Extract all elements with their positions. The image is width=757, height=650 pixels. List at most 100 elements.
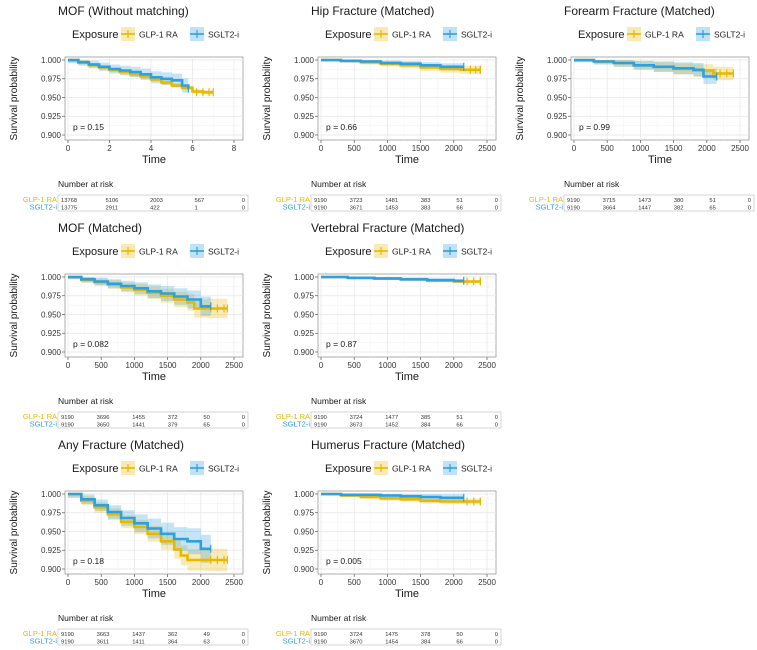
risk-row-label: GLP-1 RA <box>23 195 57 204</box>
legend-label: GLP-1 RA <box>139 247 178 257</box>
risk-row-label: GLP-1 RA <box>276 629 310 638</box>
y-tick-label: 0.925 <box>294 329 315 338</box>
km-panel-4: Vertebral Fracture (Matched) Exposure GLP-… <box>262 221 502 429</box>
y-tick-label: 0.900 <box>41 131 62 140</box>
risk-count: 1 <box>195 206 198 212</box>
legend: Exposure GLP-1 RA SGLT2-i <box>578 27 745 41</box>
y-tick-label: 0.900 <box>294 348 315 357</box>
y-tick-label: 0.925 <box>41 329 62 338</box>
risk-row-label: GLP-1 RA <box>23 629 57 638</box>
x-tick-label: 500 <box>348 144 362 153</box>
x-axis-label: Time <box>142 154 166 166</box>
risk-row-label: SGLT2-i <box>283 637 311 646</box>
risk-count: 1454 <box>385 640 399 646</box>
risk-count: 1411 <box>132 640 144 646</box>
y-tick-label: 0.950 <box>294 527 315 536</box>
y-tick-label: 0.900 <box>41 565 62 574</box>
legend: Exposure GLP-1 RA SGLT2-i <box>72 244 239 258</box>
risk-table-title: Number at risk <box>311 613 367 623</box>
y-tick-label: 0.925 <box>294 112 315 121</box>
risk-count: 9190 <box>61 632 74 638</box>
p-value: p = 0.082 <box>73 339 109 349</box>
risk-count: 3650 <box>97 423 110 429</box>
x-tick-label: 1500 <box>412 361 430 370</box>
risk-count: 3723 <box>350 198 363 204</box>
risk-table-frame <box>57 411 249 429</box>
risk-table-frame <box>57 194 249 212</box>
y-tick-label: 0.900 <box>294 131 315 140</box>
x-tick-label: 2000 <box>698 144 716 153</box>
survival-curve-sglt2 <box>321 275 464 283</box>
risk-count: 50 <box>203 415 209 421</box>
risk-count: 0 <box>242 415 245 421</box>
x-tick-label: 500 <box>601 144 615 153</box>
x-tick-label: 2500 <box>478 578 496 587</box>
y-tick-label: 1.000 <box>294 490 315 499</box>
risk-count: 9190 <box>314 423 327 429</box>
x-tick-label: 2500 <box>478 144 496 153</box>
risk-row-label: GLP-1 RA <box>23 412 57 421</box>
x-tick-label: 0 <box>66 578 71 587</box>
risk-count: 384 <box>421 640 431 646</box>
x-axis-label: Time <box>395 154 419 166</box>
risk-count: 1481 <box>385 198 398 204</box>
risk-count: 3724 <box>350 632 364 638</box>
risk-count: 383 <box>421 206 431 212</box>
y-tick-label: 1.000 <box>41 490 62 499</box>
legend-label: GLP-1 RA <box>139 464 178 474</box>
risk-count: 372 <box>168 415 178 421</box>
y-tick-label: 0.975 <box>294 509 315 518</box>
y-tick-label: 0.975 <box>41 75 62 84</box>
y-tick-label: 0.925 <box>41 112 62 121</box>
risk-count: 1453 <box>385 206 398 212</box>
panel-title: Humerus Fracture (Matched) <box>311 438 465 452</box>
x-tick-label: 6 <box>190 144 195 153</box>
risk-count: 65 <box>203 423 209 429</box>
x-tick-label: 1000 <box>379 578 397 587</box>
risk-count: 1477 <box>385 415 398 421</box>
risk-count: 1455 <box>132 415 145 421</box>
risk-table-frame <box>57 628 249 646</box>
x-axis-label: Time <box>142 371 166 383</box>
legend-label: SGLT2-i <box>461 247 492 257</box>
panel-title: Forearm Fracture (Matched) <box>564 4 715 18</box>
y-tick-label: 1.000 <box>41 273 62 282</box>
y-tick-label: 0.950 <box>547 93 568 102</box>
panel-title: Vertebral Fracture (Matched) <box>311 221 464 235</box>
risk-table-title: Number at risk <box>311 396 367 406</box>
risk-count: 0 <box>748 198 751 204</box>
x-tick-label: 0 <box>66 361 71 370</box>
y-tick-label: 0.975 <box>41 292 62 301</box>
y-tick-label: 0.975 <box>41 509 62 518</box>
risk-count: 9190 <box>314 206 327 212</box>
risk-table-title: Number at risk <box>58 179 114 189</box>
risk-count: 0 <box>242 632 245 638</box>
risk-count: 9190 <box>314 415 327 421</box>
risk-count: 378 <box>421 632 431 638</box>
legend-label: SGLT2-i <box>461 30 492 40</box>
risk-count: 3724 <box>350 415 364 421</box>
risk-count: 0 <box>242 423 245 429</box>
x-tick-label: 8 <box>232 144 237 153</box>
risk-table-frame <box>310 628 502 646</box>
survival-curve-sglt2 <box>68 492 211 551</box>
x-tick-label: 4 <box>149 144 154 153</box>
plot-area <box>317 273 497 358</box>
km-panel-3: MOF (Matched)Exposure GLP-1 RA SGLT2-i0.90… <box>9 221 249 429</box>
risk-count: 9190 <box>61 423 74 429</box>
plot-area <box>64 273 244 358</box>
y-axis-label: Survival probability <box>515 57 526 141</box>
y-tick-label: 0.950 <box>294 93 315 102</box>
legend-title: Exposure <box>72 246 118 258</box>
p-value: p = 0.87 <box>326 339 357 349</box>
x-tick-label: 2500 <box>478 361 496 370</box>
x-tick-label: 0 <box>319 578 324 587</box>
y-tick-label: 0.900 <box>41 348 62 357</box>
p-value: p = 0.99 <box>579 122 610 132</box>
risk-count: 382 <box>674 206 684 212</box>
legend-label: GLP-1 RA <box>392 247 431 257</box>
